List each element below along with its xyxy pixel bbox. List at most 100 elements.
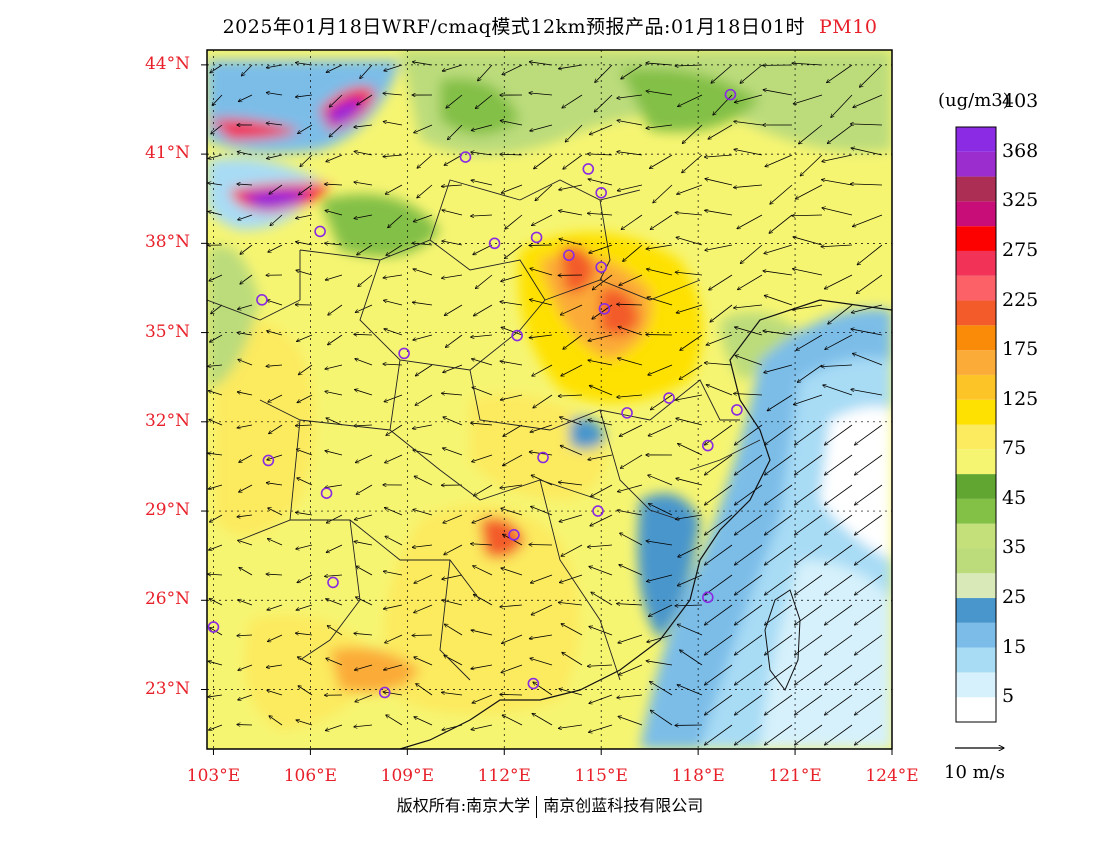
wind-arrow	[620, 533, 643, 546]
wind-arrow	[295, 633, 313, 635]
wind-arrow	[354, 633, 373, 635]
wind-arrow	[267, 690, 283, 696]
wind-arrow	[443, 364, 463, 372]
wind-arrow	[705, 179, 733, 186]
wind-arrow	[267, 300, 283, 306]
wind-arrow	[821, 365, 853, 367]
wind-arrow	[679, 364, 703, 379]
wind-arrow	[764, 604, 793, 625]
wind-arrow	[209, 724, 223, 730]
wind-arrow	[385, 634, 403, 643]
wind-arrow	[442, 64, 463, 71]
wind-arrow	[853, 94, 883, 107]
wind-arrow	[764, 424, 793, 445]
wind-arrow	[619, 424, 643, 436]
wind-arrow	[443, 448, 463, 456]
wind-arrow	[441, 692, 463, 696]
wind-arrow	[471, 334, 493, 337]
map-frame	[206, 49, 893, 750]
wind-arrow	[794, 484, 823, 505]
lat-label: 29°N	[144, 500, 190, 521]
wind-arrow	[266, 483, 283, 486]
wind-arrow	[297, 334, 313, 341]
colorbar-segment	[956, 523, 996, 549]
wind-arrow	[713, 94, 733, 115]
colorbar-segment	[956, 127, 996, 152]
wind-arrow	[734, 149, 763, 156]
wind-arrow	[267, 604, 283, 610]
wind-arrow	[704, 634, 733, 655]
wind-arrow	[386, 244, 403, 255]
wind-arrow	[854, 694, 883, 715]
colorbar-segment	[956, 598, 996, 623]
city-marker	[320, 487, 333, 499]
wind-arrow	[737, 274, 763, 290]
wind-arrow	[619, 565, 643, 576]
wind-arrow	[649, 154, 673, 168]
wind-arrow	[561, 544, 583, 556]
wind-arrow	[354, 214, 373, 218]
colorbar-segment	[956, 672, 996, 698]
city-marker	[327, 576, 339, 589]
wind-arrow	[676, 478, 703, 486]
wind-arrow	[208, 453, 223, 455]
province-borders	[207, 179, 761, 681]
wind-arrow	[356, 566, 373, 576]
wind-arrow	[478, 64, 493, 81]
wind-arrow	[854, 724, 883, 745]
wind-arrow	[269, 184, 283, 194]
wind-arrow	[383, 571, 403, 576]
wind-arrow	[559, 239, 583, 246]
wind-arrow	[471, 630, 493, 636]
wind-arrow	[590, 514, 613, 526]
wind-arrow	[851, 329, 883, 336]
wind-arrow	[471, 124, 493, 130]
wind-arrow	[327, 626, 343, 636]
wind-arrow	[794, 664, 823, 685]
city-marker	[702, 591, 714, 604]
wind-arrow	[824, 634, 853, 655]
wind-arrow	[559, 184, 583, 190]
wind-arrow	[794, 544, 823, 565]
wind-arrow	[589, 694, 613, 703]
wind-arrow	[792, 215, 823, 216]
wind-arrow	[623, 244, 643, 261]
wind-arrow	[589, 566, 613, 576]
wind-arrow	[650, 394, 673, 410]
wind-arrow	[269, 424, 283, 434]
wind-arrow	[792, 269, 823, 276]
wind-arrow	[384, 329, 403, 336]
lon-label: 109°E	[380, 766, 434, 786]
wind-arrow	[385, 184, 403, 194]
wind-arrow	[535, 184, 553, 201]
wind-arrow	[444, 304, 463, 316]
wind-arrow	[620, 454, 643, 468]
wind-arrow	[854, 514, 883, 535]
wind-arrow	[764, 574, 793, 595]
city-marker	[459, 151, 472, 163]
wind-arrow	[472, 387, 493, 396]
wind-arrow	[415, 394, 433, 405]
wind-arrow	[558, 724, 583, 728]
wind-arrow	[355, 694, 373, 702]
city-marker	[582, 163, 595, 175]
city-marker	[621, 407, 633, 419]
wind-arrow	[209, 599, 223, 606]
wind-arrow	[239, 454, 253, 462]
wind-arrow	[211, 304, 223, 314]
wind-arrow	[734, 544, 763, 565]
wind-arrow	[298, 686, 313, 696]
wind-arrow	[678, 544, 703, 557]
wind-arrow	[682, 124, 703, 143]
lon-label: 121°E	[768, 766, 822, 786]
wind-arrow	[441, 185, 463, 186]
wind-arrow	[764, 544, 793, 565]
wind-arrow	[237, 635, 253, 636]
wind-arrow	[595, 64, 613, 83]
wind-arrow	[386, 424, 403, 435]
colorbar-tick-label: 325	[1002, 189, 1039, 212]
colorbar-segment	[956, 201, 996, 227]
wind-arrow	[769, 214, 793, 233]
wind-arrow	[533, 682, 553, 696]
wind-arrow	[797, 364, 823, 382]
